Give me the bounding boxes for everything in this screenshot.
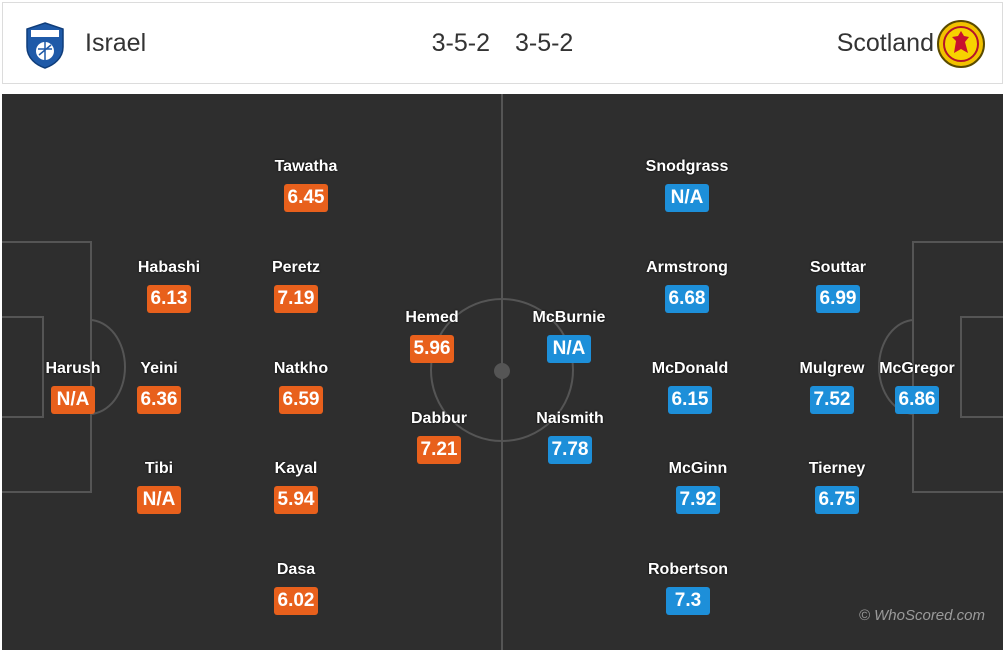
player-name: Yeini <box>140 360 178 377</box>
player-rating: 6.59 <box>278 386 324 414</box>
pitch: © WhoScored.com <box>2 94 1003 650</box>
player-rating: 6.15 <box>667 386 713 414</box>
player-dabbur[interactable]: Dabbur 7.21 <box>379 409 499 464</box>
player-hemed[interactable]: Hemed 5.96 <box>372 308 492 363</box>
player-name: Robertson <box>648 561 728 578</box>
player-name: Souttar <box>810 259 866 276</box>
home-goal-area <box>2 316 44 418</box>
player-name: Harush <box>45 360 101 377</box>
player-habashi[interactable]: Habashi 6.13 <box>109 258 229 313</box>
away-goal-area <box>960 316 1003 418</box>
player-rating: 7.21 <box>416 436 462 464</box>
player-natkho[interactable]: Natkho 6.59 <box>241 359 361 414</box>
scotland-crest-icon <box>937 20 985 68</box>
home-formation: 3-5-2 <box>431 29 491 57</box>
player-dasa[interactable]: Dasa 6.02 <box>236 560 356 615</box>
player-mulgrew[interactable]: Mulgrew 7.52 <box>772 359 892 414</box>
player-name: Natkho <box>273 360 329 377</box>
player-naismith[interactable]: Naismith 7.78 <box>510 409 630 464</box>
player-rating: 6.45 <box>283 184 329 212</box>
player-rating: 7.52 <box>809 386 855 414</box>
player-rating: 5.96 <box>409 335 455 363</box>
player-yeini[interactable]: Yeini 6.36 <box>99 359 219 414</box>
player-rating: 6.68 <box>664 285 710 313</box>
player-name: Armstrong <box>646 259 728 276</box>
player-name: McDonald <box>651 360 729 377</box>
player-name: Tierney <box>808 460 866 477</box>
player-rating: N/A <box>665 184 709 212</box>
player-name: Kayal <box>274 460 318 477</box>
player-rating: N/A <box>51 386 95 414</box>
player-rating: 7.92 <box>675 486 721 514</box>
center-circle <box>430 298 574 442</box>
player-name: Habashi <box>137 259 201 276</box>
player-peretz[interactable]: Peretz 7.19 <box>236 258 356 313</box>
player-rating: 7.78 <box>547 436 593 464</box>
player-name: Dasa <box>276 561 316 578</box>
match-header: Israel 3-5-2 3-5-2 Scotland <box>2 2 1003 84</box>
israel-crest-icon <box>26 22 64 69</box>
player-name: Tawatha <box>274 158 338 175</box>
player-rating: 6.02 <box>273 587 319 615</box>
player-name: Hemed <box>405 309 459 326</box>
away-formation: 3-5-2 <box>514 29 574 57</box>
away-team-name[interactable]: Scotland <box>836 29 934 57</box>
player-rating: 6.99 <box>815 285 861 313</box>
player-name: McGregor <box>879 360 955 377</box>
player-rating: 6.36 <box>136 386 182 414</box>
player-rating: 5.94 <box>273 486 319 514</box>
center-spot <box>494 363 510 379</box>
player-rating: N/A <box>137 486 181 514</box>
player-soutar[interactable]: Souttar 6.99 <box>778 258 898 313</box>
player-name: McBurnie <box>532 309 606 326</box>
player-tawatha[interactable]: Tawatha 6.45 <box>246 157 366 212</box>
player-robertson[interactable]: Robertson 7.3 <box>628 560 748 615</box>
player-name: Peretz <box>271 259 321 276</box>
player-name: Dabbur <box>411 410 467 427</box>
player-snodgrass[interactable]: Snodgrass N/A <box>627 157 747 212</box>
player-kayal[interactable]: Kayal 5.94 <box>236 459 356 514</box>
player-name: Naismith <box>536 410 604 427</box>
player-name: Tibi <box>144 460 174 477</box>
player-rating: 6.86 <box>894 386 940 414</box>
player-name: Mulgrew <box>799 360 865 377</box>
player-rating: N/A <box>547 335 591 363</box>
player-harush[interactable]: Harush N/A <box>13 359 133 414</box>
player-rating: 6.13 <box>146 285 192 313</box>
formations: 3-5-2 3-5-2 <box>3 27 1002 59</box>
player-name: McGinn <box>668 460 728 477</box>
player-mcdonald[interactable]: McDonald 6.15 <box>630 359 750 414</box>
player-mcburnie[interactable]: McBurnie N/A <box>509 308 629 363</box>
player-mcginn[interactable]: McGinn 7.92 <box>638 459 758 514</box>
player-rating: 6.75 <box>814 486 860 514</box>
player-name: Snodgrass <box>645 158 729 175</box>
player-rating: 7.19 <box>273 285 319 313</box>
player-mcgregor[interactable]: McGregor 6.86 <box>857 359 977 414</box>
player-rating: 7.3 <box>666 587 710 615</box>
player-armstrong[interactable]: Armstrong 6.68 <box>627 258 747 313</box>
watermark: © WhoScored.com <box>858 607 985 624</box>
player-tierney[interactable]: Tierney 6.75 <box>777 459 897 514</box>
player-tibi[interactable]: Tibi N/A <box>99 459 219 514</box>
home-team-name[interactable]: Israel <box>85 29 147 57</box>
